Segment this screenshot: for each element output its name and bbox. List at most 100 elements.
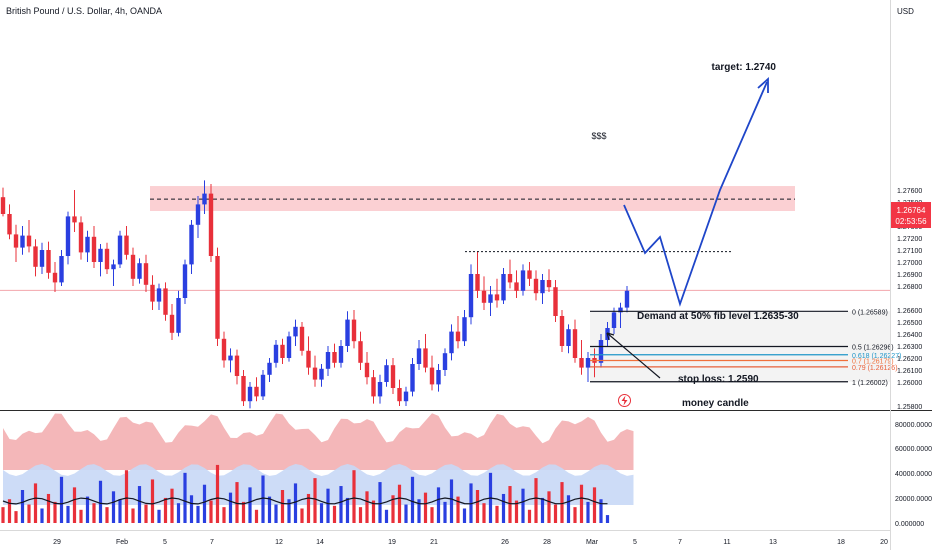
candle — [358, 331, 363, 370]
candle-body — [475, 274, 480, 291]
volume-bar — [40, 508, 44, 523]
volume-band-lower — [3, 464, 634, 505]
candle-body — [59, 256, 64, 283]
candle-body — [169, 314, 175, 333]
candle-body — [514, 282, 519, 291]
volume-bar — [189, 495, 194, 523]
candle-body — [137, 263, 142, 279]
candle — [254, 377, 259, 402]
volume-bar — [462, 508, 467, 523]
symbol-title: British Pound / U.S. Dollar, 4h, OANDA — [6, 6, 162, 16]
candle — [273, 340, 279, 368]
volume-bar — [404, 504, 408, 523]
candle-body — [195, 204, 201, 225]
volume-bar — [248, 487, 252, 523]
volume-bar — [592, 487, 597, 523]
volume-bar — [254, 509, 259, 523]
volume-bar — [209, 500, 213, 523]
candle-body — [117, 235, 123, 265]
projection-path[interactable] — [623, 81, 768, 307]
candle-body — [371, 377, 376, 397]
candle — [306, 336, 311, 375]
candle — [117, 230, 123, 268]
fib-level-label: 0 (1.26589) — [852, 309, 888, 316]
volume-bar — [111, 491, 116, 523]
candle-body — [254, 386, 259, 397]
candle-body — [273, 344, 279, 363]
candle-body — [26, 235, 32, 247]
fib-level-label: 0.7 (1.26179) — [852, 359, 894, 366]
candle-body — [462, 317, 467, 342]
money-candle-arrow[interactable] — [606, 332, 661, 379]
candle-body — [39, 250, 45, 267]
volume-bar — [300, 508, 304, 523]
candle-body — [143, 263, 149, 285]
candle — [176, 290, 181, 337]
candle — [390, 358, 396, 394]
candle — [228, 348, 233, 373]
candle-body — [546, 280, 552, 288]
candle-body — [624, 290, 630, 308]
current-price-value: 1.26764 — [897, 206, 926, 215]
price-tick-label: 1.27100 — [897, 248, 922, 255]
volume-bar — [53, 501, 57, 523]
volume-bar — [163, 497, 168, 523]
candle — [26, 220, 32, 253]
time-tick-label: Mar — [586, 539, 599, 546]
volume-bar — [306, 493, 311, 523]
candle-body — [442, 353, 448, 370]
candle — [150, 275, 155, 310]
candle-body — [410, 364, 415, 392]
volume-bar — [599, 499, 603, 523]
time-tick-label: 7 — [678, 539, 682, 546]
candle-body — [345, 319, 350, 346]
volume-bar — [20, 490, 25, 523]
price-tick-label: 1.26400 — [897, 332, 922, 339]
candle — [345, 311, 350, 352]
liquidity-label: $$$ — [591, 131, 606, 141]
target-label: target: 1.2740 — [712, 62, 777, 73]
time-tick-label: 28 — [543, 539, 551, 546]
currency-label[interactable]: USD — [897, 7, 914, 16]
candle — [455, 316, 461, 349]
price-tick-label: 1.26300 — [897, 344, 922, 351]
candle — [475, 251, 480, 298]
volume-bar — [98, 480, 103, 523]
candle — [540, 274, 545, 304]
candle-body — [533, 278, 539, 294]
candle — [397, 379, 402, 406]
volume-bar — [59, 476, 64, 523]
candle — [20, 226, 25, 255]
volume-bar — [501, 493, 506, 523]
time-tick-label: Feb — [116, 539, 128, 546]
candle — [137, 258, 142, 284]
time-tick-label: 5 — [633, 539, 637, 546]
candle — [332, 343, 337, 368]
candle — [364, 352, 370, 385]
target-zone[interactable] — [150, 186, 795, 211]
candle-body — [598, 340, 604, 363]
bar-countdown: 02:53:56 — [895, 217, 927, 226]
candle-body — [501, 274, 506, 301]
volume-bar — [508, 486, 512, 523]
volume-bar — [183, 472, 187, 523]
candle — [234, 349, 240, 385]
candle — [624, 286, 630, 313]
volume-bar — [326, 488, 330, 523]
volume-bar — [150, 479, 155, 523]
candle-body — [221, 338, 227, 361]
candle-body — [397, 388, 402, 402]
candle-body — [449, 331, 454, 354]
fib-level-label: 1 (1.26002) — [852, 380, 888, 387]
volume-bar — [371, 500, 376, 523]
candle-body — [455, 331, 461, 342]
lightning-icon[interactable] — [618, 394, 631, 407]
time-tick-label: 14 — [316, 539, 324, 546]
volume-bar — [27, 504, 31, 523]
candle-body — [494, 294, 500, 301]
candle — [280, 338, 285, 364]
candle-body — [156, 288, 162, 302]
volume-tick-label: 20000.000000 — [895, 496, 932, 503]
candle — [260, 370, 266, 400]
